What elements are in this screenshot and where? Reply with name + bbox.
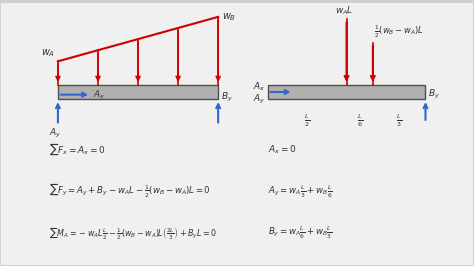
Text: $A_y = w_A \frac{L}{3} + w_B \frac{L}{6}$: $A_y = w_A \frac{L}{3} + w_B \frac{L}{6}…	[268, 183, 333, 200]
Text: $\frac{L}{3}$: $\frac{L}{3}$	[396, 112, 402, 129]
Text: $B_y$: $B_y$	[428, 88, 440, 101]
Text: $\frac{L}{2}$: $\frac{L}{2}$	[304, 112, 310, 129]
Text: $\frac{1}{2}(w_B - w_A)L$: $\frac{1}{2}(w_B - w_A)L$	[374, 24, 423, 40]
Text: $B_y = w_A \frac{L}{6} + w_B \frac{L}{3}$: $B_y = w_A \frac{L}{6} + w_B \frac{L}{3}…	[268, 225, 332, 242]
Text: $\sum F_x = A_x = 0$: $\sum F_x = A_x = 0$	[48, 142, 106, 157]
Text: $A_x = 0$: $A_x = 0$	[268, 143, 296, 156]
Text: $w_A L$: $w_A L$	[335, 4, 354, 17]
Text: $A_y$: $A_y$	[253, 93, 265, 106]
Bar	[58, 85, 218, 99]
Text: $\sum M_A = -w_A L\frac{L}{2} - \frac{1}{2}(w_B - w_A)L\left(\frac{2L}{3}\right): $\sum M_A = -w_A L\frac{L}{2} - \frac{1}…	[48, 225, 217, 242]
Text: $B_y$: $B_y$	[220, 91, 233, 104]
Text: $A_x$: $A_x$	[253, 81, 265, 93]
Text: $w_A$: $w_A$	[41, 47, 55, 59]
Bar	[268, 85, 426, 99]
Text: $\frac{L}{6}$: $\frac{L}{6}$	[357, 112, 363, 129]
Text: $A_y$: $A_y$	[49, 127, 62, 140]
Text: $\sum F_y = A_y + B_y - w_A L - \frac{1}{2}(w_B - w_A)L = 0$: $\sum F_y = A_y + B_y - w_A L - \frac{1}…	[48, 182, 210, 200]
Text: $w_B$: $w_B$	[222, 11, 236, 23]
Text: $A_x$: $A_x$	[93, 88, 106, 101]
